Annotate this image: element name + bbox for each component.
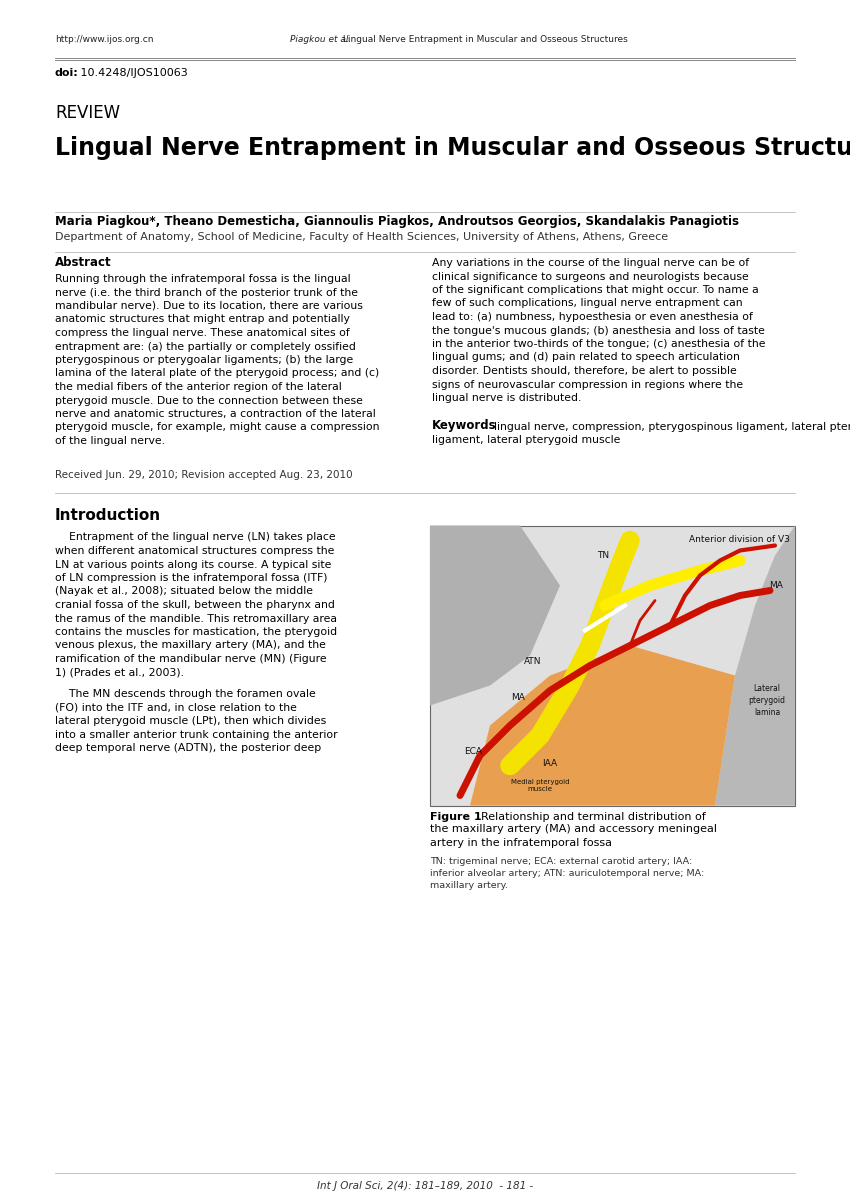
Text: entrapment are: (a) the partially or completely ossified: entrapment are: (a) the partially or com… — [55, 342, 356, 351]
Text: pterygoid muscle, for example, might cause a compression: pterygoid muscle, for example, might cau… — [55, 422, 379, 433]
Text: Lateral
pterygoid
lamina: Lateral pterygoid lamina — [749, 685, 785, 717]
Text: TN: trigeminal nerve; ECA: external carotid artery; IAA:: TN: trigeminal nerve; ECA: external caro… — [430, 857, 692, 865]
Text: pterygoid muscle. Due to the connection between these: pterygoid muscle. Due to the connection … — [55, 396, 363, 405]
Text: Keywords: Keywords — [432, 420, 496, 433]
Text: lateral pterygoid muscle (LPt), then which divides: lateral pterygoid muscle (LPt), then whi… — [55, 716, 326, 725]
Text: of LN compression is the infratemporal fossa (ITF): of LN compression is the infratemporal f… — [55, 573, 327, 583]
Text: of the lingual nerve.: of the lingual nerve. — [55, 435, 165, 446]
Text: inferior alveolar artery; ATN: auriculotemporal nerve; MA:: inferior alveolar artery; ATN: auriculot… — [430, 869, 705, 877]
Text: maxillary artery.: maxillary artery. — [430, 881, 507, 889]
Text: clinical significance to surgeons and neurologists because: clinical significance to surgeons and ne… — [432, 272, 749, 282]
Text: ATN: ATN — [524, 657, 541, 665]
Text: ECA: ECA — [464, 747, 482, 755]
Text: http://www.ijos.org.cn: http://www.ijos.org.cn — [55, 35, 154, 45]
Text: venous plexus, the maxillary artery (MA), and the: venous plexus, the maxillary artery (MA)… — [55, 640, 326, 651]
Text: lead to: (a) numbness, hypoesthesia or even anesthesia of: lead to: (a) numbness, hypoesthesia or e… — [432, 312, 753, 322]
Text: Received Jun. 29, 2010; Revision accepted Aug. 23, 2010: Received Jun. 29, 2010; Revision accepte… — [55, 469, 353, 480]
Text: nerve (i.e. the third branch of the posterior trunk of the: nerve (i.e. the third branch of the post… — [55, 288, 358, 297]
Text: Entrapment of the lingual nerve (LN) takes place: Entrapment of the lingual nerve (LN) tak… — [55, 533, 336, 543]
Text: Anterior division of V3: Anterior division of V3 — [689, 534, 790, 544]
Text: Maria Piagkou*, Theano Demesticha, Giannoulis Piagkos, Androutsos Georgios, Skan: Maria Piagkou*, Theano Demesticha, Giann… — [55, 215, 739, 229]
Text: nerve and anatomic structures, a contraction of the lateral: nerve and anatomic structures, a contrac… — [55, 409, 376, 419]
Text: Piagkou et al.: Piagkou et al. — [290, 35, 351, 45]
Text: deep temporal nerve (ADTN), the posterior deep: deep temporal nerve (ADTN), the posterio… — [55, 743, 321, 753]
Text: TN: TN — [597, 551, 609, 559]
Text: (FO) into the ITF and, in close relation to the: (FO) into the ITF and, in close relation… — [55, 703, 297, 712]
Text: MA: MA — [511, 693, 525, 703]
Text: Running through the infratemporal fossa is the lingual: Running through the infratemporal fossa … — [55, 274, 350, 284]
Text: lingual gums; and (d) pain related to speech articulation: lingual gums; and (d) pain related to sp… — [432, 352, 740, 362]
Text: lingual nerve is distributed.: lingual nerve is distributed. — [432, 393, 581, 403]
Text: Introduction: Introduction — [55, 509, 162, 523]
Polygon shape — [470, 646, 735, 806]
Text: Medial pterygoid
muscle: Medial pterygoid muscle — [511, 778, 570, 793]
Text: Int J Oral Sci, 2(4): 181–189, 2010  - 181 -: Int J Oral Sci, 2(4): 181–189, 2010 - 18… — [317, 1181, 533, 1191]
FancyBboxPatch shape — [430, 526, 795, 806]
Text: ligament, lateral pterygoid muscle: ligament, lateral pterygoid muscle — [432, 435, 620, 445]
Text: contains the muscles for mastication, the pterygoid: contains the muscles for mastication, th… — [55, 627, 337, 638]
Text: MA: MA — [769, 581, 783, 589]
Text: Lingual Nerve Entrapment in Muscular and Osseous Structures: Lingual Nerve Entrapment in Muscular and… — [340, 35, 628, 45]
Text: the maxillary artery (MA) and accessory meningeal: the maxillary artery (MA) and accessory … — [430, 824, 717, 835]
Text: IAA: IAA — [542, 759, 558, 768]
Text: when different anatomical structures compress the: when different anatomical structures com… — [55, 546, 334, 556]
Polygon shape — [715, 526, 795, 806]
Text: The MN descends through the foramen ovale: The MN descends through the foramen oval… — [55, 689, 315, 699]
Text: anatomic structures that might entrap and potentially: anatomic structures that might entrap an… — [55, 314, 350, 325]
Text: Lingual Nerve Entrapment in Muscular and Osseous Structures: Lingual Nerve Entrapment in Muscular and… — [55, 136, 850, 160]
Text: Figure 1: Figure 1 — [430, 812, 482, 822]
Text: pterygospinous or pterygoalar ligaments; (b) the large: pterygospinous or pterygoalar ligaments;… — [55, 355, 354, 365]
Text: the tongue's mucous glands; (b) anesthesia and loss of taste: the tongue's mucous glands; (b) anesthes… — [432, 326, 765, 336]
Text: LN at various points along its course. A typical site: LN at various points along its course. A… — [55, 559, 332, 569]
Polygon shape — [430, 526, 560, 705]
Text: mandibular nerve). Due to its location, there are various: mandibular nerve). Due to its location, … — [55, 301, 363, 312]
Text: Department of Anatomy, School of Medicine, Faculty of Health Sciences, Universit: Department of Anatomy, School of Medicin… — [55, 232, 668, 242]
Text: cranial fossa of the skull, between the pharynx and: cranial fossa of the skull, between the … — [55, 600, 335, 610]
Text: the medial fibers of the anterior region of the lateral: the medial fibers of the anterior region… — [55, 383, 342, 392]
Text: the ramus of the mandible. This retromaxillary area: the ramus of the mandible. This retromax… — [55, 614, 337, 623]
Text: lingual nerve, compression, pterygospinous ligament, lateral pterygoid muscle: lingual nerve, compression, pterygospino… — [494, 421, 850, 432]
Text: Abstract: Abstract — [55, 256, 111, 269]
Text: REVIEW: REVIEW — [55, 103, 120, 122]
Text: Any variations in the course of the lingual nerve can be of: Any variations in the course of the ling… — [432, 257, 749, 268]
Text: doi:: doi: — [55, 69, 79, 78]
Text: compress the lingual nerve. These anatomical sites of: compress the lingual nerve. These anatom… — [55, 328, 349, 338]
Text: 1) (Prades et al., 2003).: 1) (Prades et al., 2003). — [55, 668, 184, 677]
Text: of the significant complications that might occur. To name a: of the significant complications that mi… — [432, 285, 759, 295]
Text: (Nayak et al., 2008); situated below the middle: (Nayak et al., 2008); situated below the… — [55, 587, 313, 597]
Text: into a smaller anterior trunk containing the anterior: into a smaller anterior trunk containing… — [55, 729, 337, 740]
Text: ramification of the mandibular nerve (MN) (Figure: ramification of the mandibular nerve (MN… — [55, 654, 326, 664]
Text: 10.4248/IJOS10063: 10.4248/IJOS10063 — [77, 69, 188, 78]
Text: disorder. Dentists should, therefore, be alert to possible: disorder. Dentists should, therefore, be… — [432, 366, 737, 377]
Text: in the anterior two-thirds of the tongue; (c) anesthesia of the: in the anterior two-thirds of the tongue… — [432, 339, 766, 349]
Text: signs of neurovascular compression in regions where the: signs of neurovascular compression in re… — [432, 379, 743, 390]
Text: Relationship and terminal distribution of: Relationship and terminal distribution o… — [474, 812, 706, 822]
Text: few of such complications, lingual nerve entrapment can: few of such complications, lingual nerve… — [432, 298, 743, 308]
Text: artery in the infratemporal fossa: artery in the infratemporal fossa — [430, 837, 612, 847]
Text: lamina of the lateral plate of the pterygoid process; and (c): lamina of the lateral plate of the ptery… — [55, 368, 379, 379]
